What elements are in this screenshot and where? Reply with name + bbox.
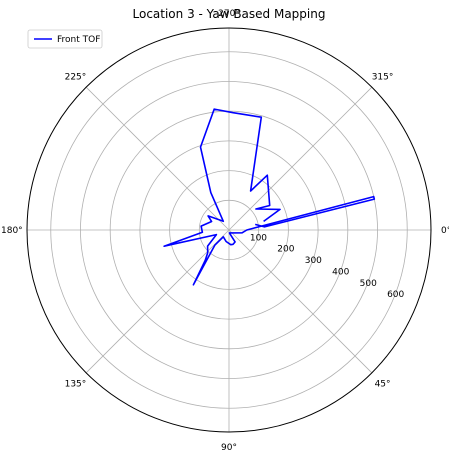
angle-tick-label: 135° [65, 380, 87, 390]
angular-gridline [228, 229, 373, 374]
radial-tick-label: 300 [305, 256, 322, 266]
radial-tick-label: 100 [250, 233, 267, 243]
chart-title: Location 3 - Yaw Based Mapping [133, 7, 326, 21]
radial-tick-label: 600 [387, 290, 404, 300]
radial-tick-label: 500 [360, 279, 377, 289]
tick-labels: 0° 45° 90° 135° 180° 225° 270° 315° 100 200 300 400… [1, 9, 449, 453]
angle-tick-label: 45° [375, 380, 391, 390]
radial-tick-label: 400 [332, 267, 349, 277]
series-line-front-tof [163, 108, 376, 286]
legend: Front TOF [27, 29, 103, 49]
polar-grid [27, 28, 431, 432]
angular-gridline [228, 86, 373, 231]
angular-gridline [85, 229, 230, 374]
angle-tick-label: 225° [65, 72, 87, 82]
legend-box [27, 29, 103, 49]
angle-tick-label: 270° [218, 9, 240, 19]
polar-frame [26, 27, 432, 433]
legend-label: Front TOF [57, 35, 100, 45]
angle-tick-label: 315° [372, 72, 394, 82]
angle-tick-label: 180° [1, 226, 23, 236]
series-layer [163, 108, 376, 286]
angle-tick-label: 0° [441, 226, 449, 236]
radial-tick-label: 200 [277, 245, 294, 255]
angle-tick-label: 90° [221, 443, 237, 453]
angular-gridline [85, 86, 230, 231]
